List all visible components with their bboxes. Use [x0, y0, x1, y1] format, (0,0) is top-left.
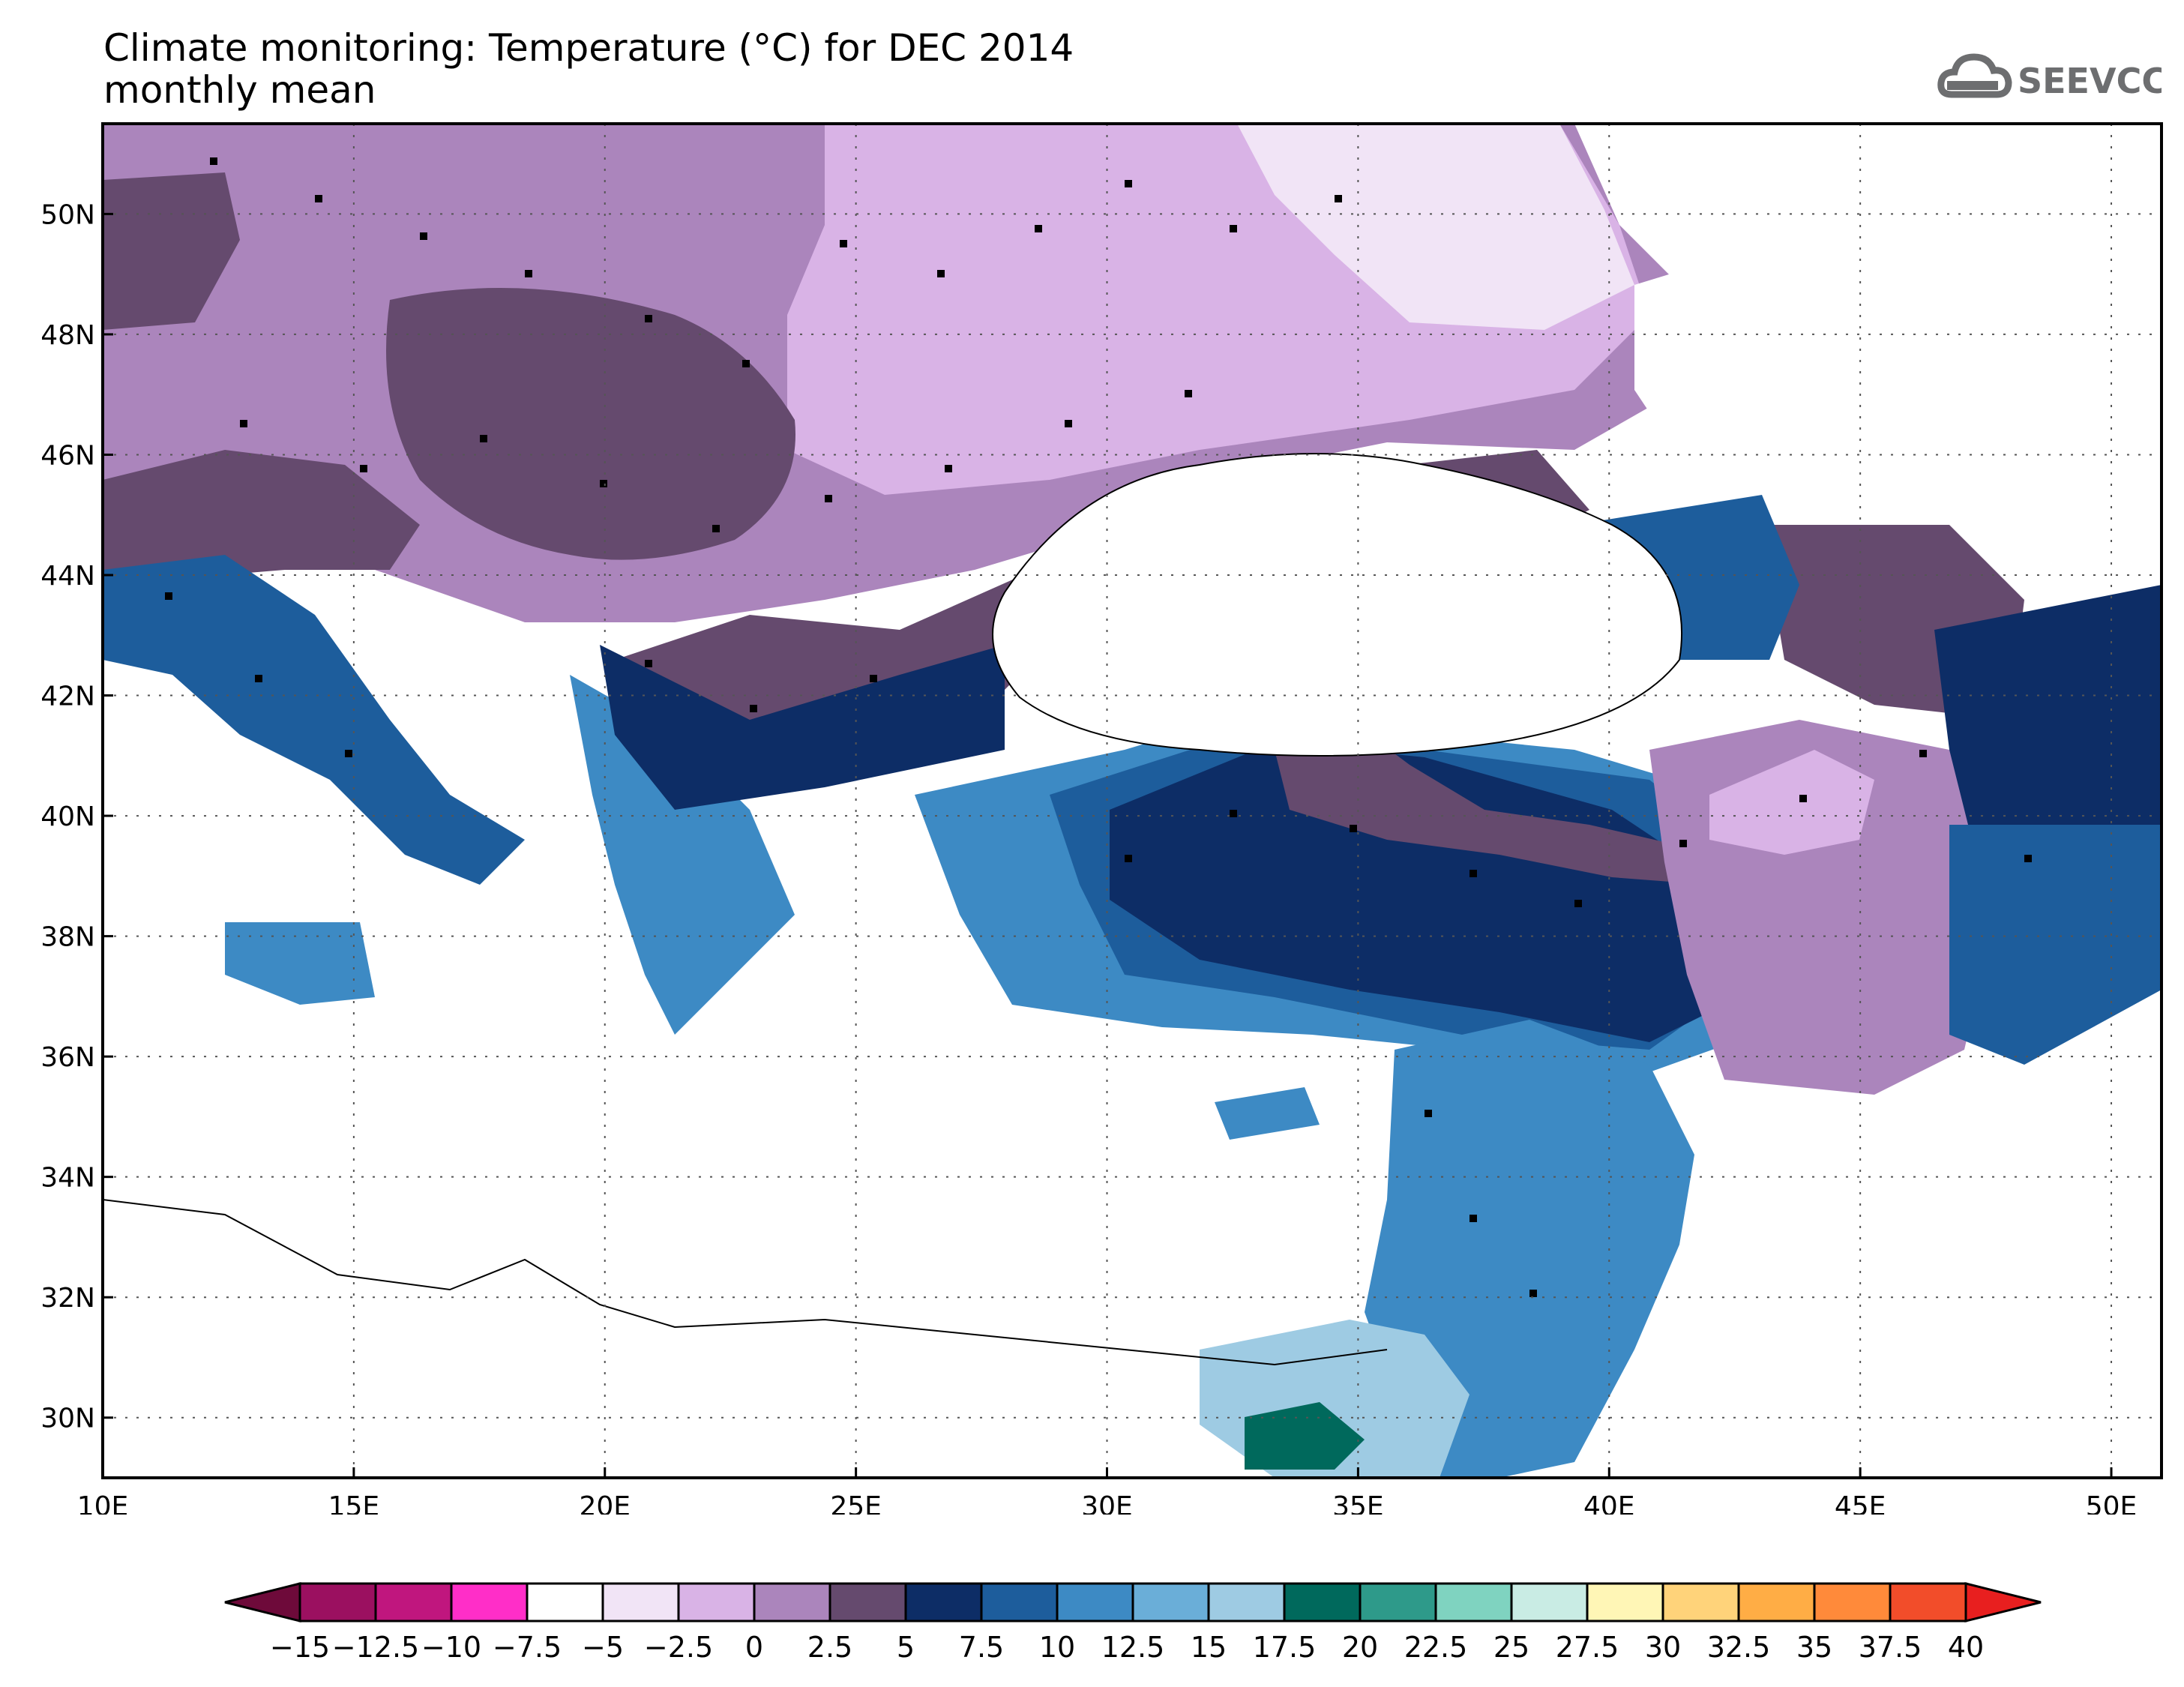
- colorbar-box: [1510, 1582, 1589, 1623]
- colorbar-label: 40: [1948, 1631, 1984, 1664]
- colorbar-label: −10: [421, 1631, 481, 1664]
- y-tick-label: 42N: [40, 682, 95, 712]
- colorbar-label: −2.5: [644, 1631, 713, 1664]
- colorbar-box: [450, 1582, 529, 1623]
- colorbar-labels: −15 −12.5 −10 −7.5 −5 −2.5 0 2.5 5 7.5 10 12.5 15 17.…: [270, 1631, 1984, 1664]
- colorbar-box: [298, 1582, 377, 1623]
- region-levant-blue: [1365, 1020, 1694, 1478]
- colorbar-label: −5: [582, 1631, 624, 1664]
- region-greece-blue: [570, 675, 795, 1035]
- colorbar-label: 27.5: [1556, 1631, 1619, 1664]
- colorbar-label: 35: [1796, 1631, 1832, 1664]
- colorbar-over-arrow: [1964, 1582, 2042, 1623]
- colorbar-box: [1661, 1582, 1740, 1623]
- y-tick-label: 40N: [40, 802, 95, 832]
- colorbar-label: 7.5: [959, 1631, 1004, 1664]
- region-iran-blue: [1949, 825, 2162, 1065]
- colorbar-box: [526, 1582, 604, 1623]
- colorbar-box: [374, 1582, 453, 1623]
- region-armenia-pale: [1709, 750, 1874, 855]
- region-sinai-green: [1245, 1402, 1365, 1470]
- colorbar-box: [1056, 1582, 1134, 1623]
- y-tick-label: 48N: [40, 320, 95, 351]
- x-tick-label: 45E: [1835, 1491, 1886, 1515]
- colorbar-label: 0: [745, 1631, 763, 1664]
- region-sicily-blue: [225, 922, 375, 1005]
- region-thrace-navy: [600, 645, 1005, 810]
- colorbar-label: 20: [1342, 1631, 1378, 1664]
- colorbar-box: [1434, 1582, 1513, 1623]
- chart-subtitle: monthly mean: [103, 68, 376, 112]
- x-tick-label: 35E: [1332, 1491, 1384, 1515]
- y-tick-label: 38N: [40, 922, 95, 953]
- y-tick-label: 36N: [40, 1042, 95, 1073]
- map-frame: [101, 122, 2163, 1479]
- colorbar-label: 30: [1645, 1631, 1681, 1664]
- region-balkans-dark: [386, 288, 795, 560]
- seevccc-logo: SEEVCCC: [1937, 53, 2162, 101]
- colorbar-box: [1737, 1582, 1816, 1623]
- region-italy-blue: [103, 555, 525, 885]
- x-tick-label: 25E: [830, 1491, 882, 1515]
- colorbar-box: [677, 1582, 756, 1623]
- colorbar-box: [980, 1582, 1059, 1623]
- x-tick-label: 15E: [328, 1491, 380, 1515]
- coastline-africa: [103, 1199, 1388, 1366]
- chart-title: Climate monitoring: Temperature (°C) for…: [103, 26, 1074, 70]
- region-italy-dark: [103, 450, 420, 585]
- colorbar-box: [1207, 1582, 1286, 1623]
- region-anatolia-navy: [1110, 742, 1724, 1042]
- y-tick-label: 30N: [40, 1404, 95, 1434]
- colorbar-label: 10: [1039, 1631, 1075, 1664]
- black-sea: [992, 453, 1682, 757]
- y-tick-label: 44N: [40, 561, 95, 592]
- region-cyprus-blue: [1215, 1087, 1320, 1140]
- y-tick-label: 46N: [40, 440, 95, 471]
- colorbar-label: 25: [1493, 1631, 1529, 1664]
- y-tick-label: 34N: [40, 1163, 95, 1194]
- cloud-icon: [1937, 53, 2012, 98]
- x-tick-label: 10E: [77, 1491, 129, 1515]
- logo-text: SEEVCCC: [2018, 61, 2162, 101]
- colorbar-box: [1586, 1582, 1664, 1623]
- colorbar-label: 2.5: [807, 1631, 852, 1664]
- colorbar-boxes: [224, 1582, 2042, 1623]
- colorbar-box: [753, 1582, 831, 1623]
- y-tick-label: 32N: [40, 1283, 95, 1314]
- colorbar-box: [1283, 1582, 1362, 1623]
- colorbar-label: 5: [897, 1631, 915, 1664]
- region-alps-dark: [103, 172, 240, 330]
- map-fill: [103, 124, 2162, 1478]
- region-anatolia-dark: [1275, 720, 1709, 885]
- colorbar-box: [904, 1582, 983, 1623]
- gridlines: [103, 124, 2162, 1478]
- station-markers: [165, 157, 2032, 1297]
- colorbar-label: 32.5: [1707, 1631, 1771, 1664]
- colorbar-label: 37.5: [1859, 1631, 1922, 1664]
- colorbar-label: −7.5: [493, 1631, 562, 1664]
- y-axis: 30N 32N 34N 36N 38N 40N 42N 44N 46N 48N 50N: [40, 199, 113, 1434]
- colorbar-box: [601, 1582, 680, 1623]
- colorbar-box: [1131, 1582, 1210, 1623]
- x-tick-label: 20E: [579, 1491, 631, 1515]
- colorbar-box: [1359, 1582, 1437, 1623]
- x-tick-label: 50E: [2086, 1491, 2138, 1515]
- colorbar-label: 17.5: [1253, 1631, 1317, 1664]
- y-tick-label: 50N: [40, 199, 95, 230]
- x-axis: 10E 15E 20E 25E 30E 35E 40E 45E 50E: [77, 1467, 2138, 1515]
- x-tick-label: 30E: [1081, 1491, 1133, 1515]
- colorbar-label: 12.5: [1101, 1631, 1165, 1664]
- x-tick-label: 40E: [1583, 1491, 1635, 1515]
- colorbar-box: [1813, 1582, 1892, 1623]
- colorbar-label: −12.5: [332, 1631, 419, 1664]
- colorbar-under-arrow: [224, 1582, 301, 1623]
- region-russia-whitish: [1237, 124, 1634, 330]
- colorbar-box: [828, 1582, 907, 1623]
- colorbar-label: −15: [270, 1631, 330, 1664]
- colorbar-label: 15: [1191, 1631, 1227, 1664]
- nodata-east: [1634, 124, 2162, 480]
- temperature-map: 10E 15E 20E 25E 30E 35E 40E 45E 50E 30N 32N 34N 36N…: [40, 122, 2163, 1515]
- colorbar-label: 22.5: [1404, 1631, 1468, 1664]
- colorbar-box: [1889, 1582, 1967, 1623]
